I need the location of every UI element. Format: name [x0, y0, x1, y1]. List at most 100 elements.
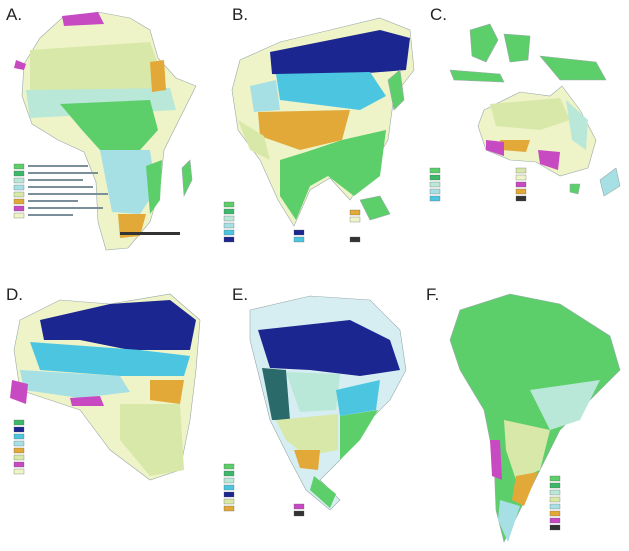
legend-swatch: [223, 477, 235, 484]
region: [30, 42, 160, 90]
region: [286, 372, 340, 412]
region: [10, 380, 28, 404]
panel-north-america: E.: [223, 285, 407, 517]
legend-text-line: [28, 179, 83, 181]
legend-swatch: [515, 195, 527, 202]
legend-swatch: [549, 482, 561, 489]
region: [486, 140, 504, 156]
legend-swatch: [429, 181, 441, 188]
legend-swatch: [13, 454, 25, 461]
legend-swatch: [120, 232, 180, 235]
region: [100, 150, 156, 214]
legend-swatch: [223, 215, 235, 222]
legend-swatch: [549, 496, 561, 503]
legend-swatch: [349, 209, 361, 216]
legend-swatch: [13, 191, 25, 198]
region: [503, 33, 531, 63]
legend-swatch: [515, 181, 527, 188]
legend: [223, 201, 361, 243]
region: [20, 370, 130, 398]
region: [150, 380, 184, 404]
legend-text-line: [28, 172, 98, 174]
region: [449, 69, 505, 83]
legend: [549, 475, 561, 531]
legend-swatch: [293, 229, 305, 236]
region: [146, 160, 162, 214]
panel-label: A.: [6, 5, 22, 24]
region: [14, 60, 26, 70]
region: [40, 300, 196, 350]
region: [500, 140, 530, 152]
legend-swatch: [429, 167, 441, 174]
legend-swatch: [223, 470, 235, 477]
legend-swatch: [223, 236, 235, 243]
legend-swatch: [223, 229, 235, 236]
legend: [223, 463, 305, 517]
region: [276, 72, 386, 110]
region: [336, 380, 380, 416]
region: [469, 23, 499, 63]
legend: [13, 419, 25, 475]
region: [250, 80, 280, 112]
legend-swatch: [13, 170, 25, 177]
panel-label: F.: [426, 285, 439, 304]
legend-swatch: [13, 461, 25, 468]
region: [490, 98, 570, 130]
legend-text-line: [28, 186, 93, 188]
region: [62, 12, 104, 26]
region: [566, 100, 588, 150]
legend-text-line: [28, 200, 78, 202]
legend-swatch: [293, 503, 305, 510]
region: [530, 380, 600, 430]
region: [30, 342, 190, 376]
legend-swatch: [13, 440, 25, 447]
legend-swatch: [293, 236, 305, 243]
region: [538, 150, 560, 170]
legend-swatch: [515, 174, 527, 181]
region: [280, 130, 386, 220]
legend-swatch: [429, 188, 441, 195]
legend-swatch: [223, 498, 235, 505]
region: [120, 404, 184, 476]
region: [294, 450, 320, 470]
region: [258, 110, 350, 150]
legend-swatch: [515, 167, 527, 174]
legend-swatch: [429, 174, 441, 181]
legend-swatch: [223, 201, 235, 208]
legend-swatch: [13, 184, 25, 191]
region: [258, 320, 400, 376]
legend-swatch: [549, 517, 561, 524]
region: [276, 414, 338, 456]
region: [569, 183, 581, 195]
legend-text-line: [28, 193, 108, 195]
legend-swatch: [13, 419, 25, 426]
legend-swatch: [13, 433, 25, 440]
region: [150, 60, 166, 92]
region: [238, 120, 270, 160]
legend-swatch: [549, 524, 561, 531]
legend: [13, 163, 108, 219]
region: [512, 472, 538, 506]
region: [490, 440, 502, 480]
legend-swatch: [13, 163, 25, 170]
legend-swatch: [429, 195, 441, 202]
region: [359, 195, 391, 221]
panel-label: D.: [6, 285, 23, 304]
legend-swatch: [349, 216, 361, 223]
region: [310, 476, 336, 508]
legend-swatch: [549, 475, 561, 482]
legend-text-line: [28, 207, 103, 209]
legend-swatch: [293, 510, 305, 517]
panel-label: C.: [430, 5, 447, 24]
legend-swatch: [13, 205, 25, 212]
region: [449, 293, 621, 543]
panel-asia: B.: [223, 5, 415, 243]
panel-oceania: C.: [429, 5, 621, 202]
region: [504, 420, 550, 480]
panel-label: B.: [232, 5, 248, 24]
legend-swatch: [549, 489, 561, 496]
region: [181, 159, 193, 198]
panel-label: E.: [232, 285, 248, 304]
region: [270, 30, 410, 76]
region: [262, 368, 290, 420]
